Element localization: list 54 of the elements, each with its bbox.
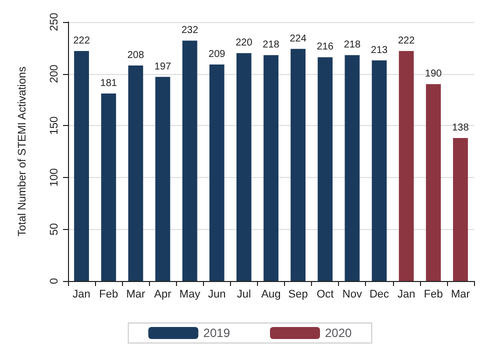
x-tick-label: Mar	[450, 288, 470, 300]
y-tick-label: 150	[48, 116, 60, 135]
x-tick-label: Jun	[208, 288, 226, 300]
data-label: 138	[452, 122, 470, 134]
x-tick-label: Mar	[126, 288, 146, 300]
x-tick-label: Feb	[424, 288, 443, 300]
data-label: 209	[208, 48, 226, 60]
y-tick-label: 0	[48, 278, 60, 284]
data-label: 232	[181, 25, 199, 36]
bar	[264, 55, 278, 281]
x-tick-label: Sep	[288, 288, 308, 300]
data-label: 213	[370, 44, 388, 56]
y-axis-title: Total Number of STEMI Activations	[16, 66, 28, 236]
bar	[236, 53, 252, 281]
legend-label: 2019	[203, 326, 230, 340]
y-tick-label: 200	[48, 64, 60, 83]
y-tick-label: 250	[48, 12, 60, 32]
data-label: 222	[73, 36, 90, 47]
y-tick-label: 50	[48, 223, 60, 236]
data-label: 224	[290, 33, 307, 44]
data-label: 216	[316, 42, 334, 53]
data-label: 218	[344, 40, 361, 51]
bar	[453, 138, 468, 281]
bar	[101, 93, 116, 281]
x-tick-label: Apr	[154, 288, 172, 300]
x-tick-label: Oct	[316, 288, 334, 300]
bar	[209, 64, 224, 281]
data-label: 208	[127, 50, 144, 62]
x-tick-label: Jul	[236, 288, 251, 300]
x-tick-label: Jan	[397, 288, 416, 300]
data-label: 197	[154, 61, 172, 72]
bar	[344, 55, 360, 281]
legend-label: 2020	[325, 326, 352, 340]
x-tick-label: Jan	[72, 288, 90, 300]
data-label: 190	[425, 68, 442, 80]
x-tick-label: Dec	[369, 288, 390, 300]
bar	[426, 84, 441, 281]
y-tick-label: 100	[48, 168, 60, 187]
bar	[128, 66, 144, 281]
bar	[74, 51, 89, 281]
data-label: 181	[100, 78, 118, 89]
data-label: 218	[262, 40, 280, 51]
bar	[398, 51, 414, 281]
x-tick-label: Nov	[342, 288, 362, 300]
x-tick-label: Aug	[261, 288, 281, 300]
x-tick-label: Feb	[99, 288, 118, 300]
bar	[372, 60, 387, 281]
bar	[290, 48, 306, 281]
bar	[155, 76, 170, 281]
data-label: 220	[236, 38, 253, 49]
bar	[318, 57, 333, 281]
data-label: 222	[398, 36, 416, 47]
bar	[182, 40, 198, 281]
x-tick-label: May	[179, 288, 201, 300]
